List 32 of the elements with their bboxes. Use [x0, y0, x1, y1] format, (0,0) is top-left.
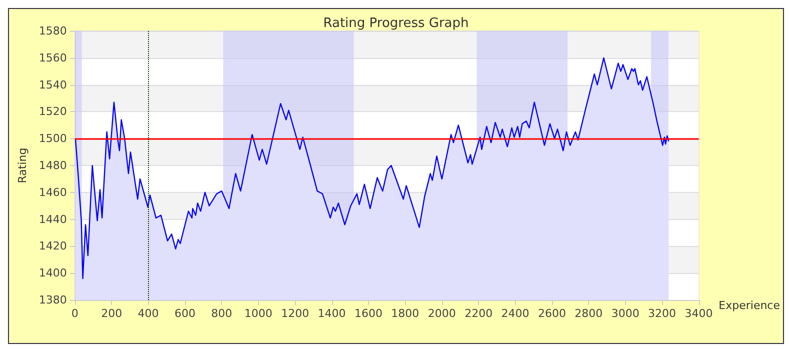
x-tick-label: 2000	[428, 307, 456, 320]
y-tick-label: 1540	[38, 78, 67, 92]
y-tick-label: 1580	[38, 24, 67, 38]
x-tick-label: 0	[71, 307, 78, 320]
x-tick-label: 600	[174, 307, 196, 320]
y-tick-label: 1560	[38, 51, 67, 64]
y-tick-label: 1500	[38, 132, 67, 146]
y-tick-label: 1400	[38, 266, 67, 280]
y-tick-label: 1440	[38, 212, 67, 226]
x-tick-label: 1200	[281, 307, 310, 320]
y-tick-label: 1480	[38, 159, 67, 172]
x-tick-label: 3400	[684, 307, 713, 320]
x-axis-title: Experience	[718, 299, 780, 312]
y-tick-label: 1520	[38, 105, 67, 118]
x-tick-label: 800	[211, 307, 232, 320]
x-tick-label: 1600	[354, 307, 382, 320]
x-tick-label: 2800	[574, 307, 603, 320]
y-tick-label: 1460	[38, 186, 67, 199]
x-tick-label: 2600	[538, 307, 566, 320]
y-tick-label: 1420	[38, 240, 67, 253]
chart-title: Rating Progress Graph	[323, 16, 469, 31]
x-tick-label: 200	[101, 307, 122, 320]
x-tick-label: 1400	[318, 307, 346, 320]
x-tick-label: 2200	[464, 307, 493, 320]
x-tick-label: 3200	[648, 307, 676, 320]
x-tick-label: 1000	[244, 307, 272, 320]
x-tick-label: 2400	[501, 307, 530, 320]
x-tick-label: 1800	[391, 307, 420, 320]
x-tick-label: 400	[138, 307, 159, 320]
y-tick-label: 1380	[38, 294, 67, 306]
y-axis-title: Rating	[16, 148, 29, 184]
x-tick-label: 3000	[611, 307, 640, 320]
